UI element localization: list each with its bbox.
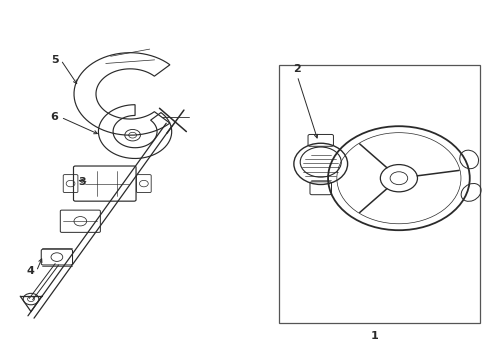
Text: 3: 3 bbox=[78, 177, 86, 187]
Text: 1: 1 bbox=[370, 331, 378, 341]
Text: 5: 5 bbox=[51, 55, 58, 65]
Text: 2: 2 bbox=[294, 64, 301, 74]
Text: 4: 4 bbox=[26, 266, 34, 276]
Text: 6: 6 bbox=[50, 112, 58, 122]
Bar bbox=[279, 65, 480, 323]
